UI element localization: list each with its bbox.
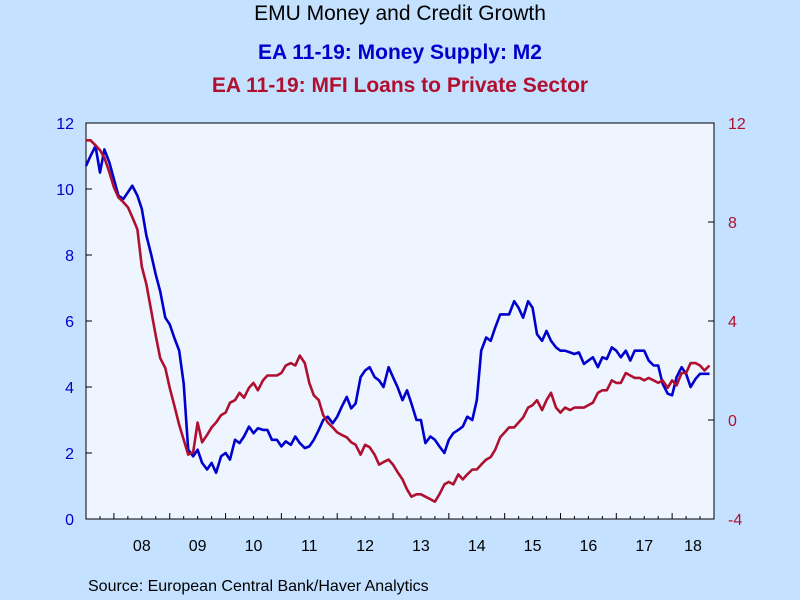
right-axis-tick-label: -4 (728, 512, 742, 529)
left-axis-tick-label: 6 (65, 314, 74, 331)
x-axis-tick-label: 14 (468, 538, 486, 555)
right-axis-tick-label: 8 (728, 215, 737, 232)
left-axis-tick-label: 2 (65, 446, 74, 463)
series-line-money-supply-m2 (84, 144, 710, 475)
plot-area (85, 122, 715, 520)
right-axis-tick-label: 12 (728, 116, 746, 133)
x-axis-tick-label: 12 (356, 538, 374, 555)
series-2-title: EA 11-19: MFI Loans to Private Sector (211, 74, 589, 97)
left-axis-tick-label: 10 (56, 182, 74, 199)
x-axis-tick-label: 10 (245, 538, 263, 555)
x-axis-tick-label: 13 (412, 538, 430, 555)
x-axis-tick-label: 17 (635, 538, 653, 555)
left-axis-tick-label: 0 (65, 512, 74, 529)
left-axis-tick-label: 8 (65, 248, 74, 265)
x-axis-tick-label: 16 (580, 538, 598, 555)
x-axis-tick-label: 18 (684, 538, 702, 555)
source-note: Source: European Central Bank/Haver Anal… (88, 578, 429, 595)
chart-title: EMU Money and Credit Growth (254, 2, 546, 25)
right-axis-tick-label: 0 (728, 413, 737, 430)
x-axis-tick-label: 11 (301, 538, 318, 555)
left-axis-tick-label: 12 (56, 116, 74, 133)
x-axis-tick-label: 09 (189, 538, 207, 555)
x-axis-tick-label: 08 (133, 538, 151, 555)
left-axis-tick-label: 4 (65, 380, 74, 397)
x-axis-tick-label: 15 (524, 538, 542, 555)
right-axis-tick-label: 4 (728, 314, 737, 331)
series-line-mfi-loans (86, 139, 711, 504)
series-1-title: EA 11-19: Money Supply: M2 (258, 41, 542, 64)
